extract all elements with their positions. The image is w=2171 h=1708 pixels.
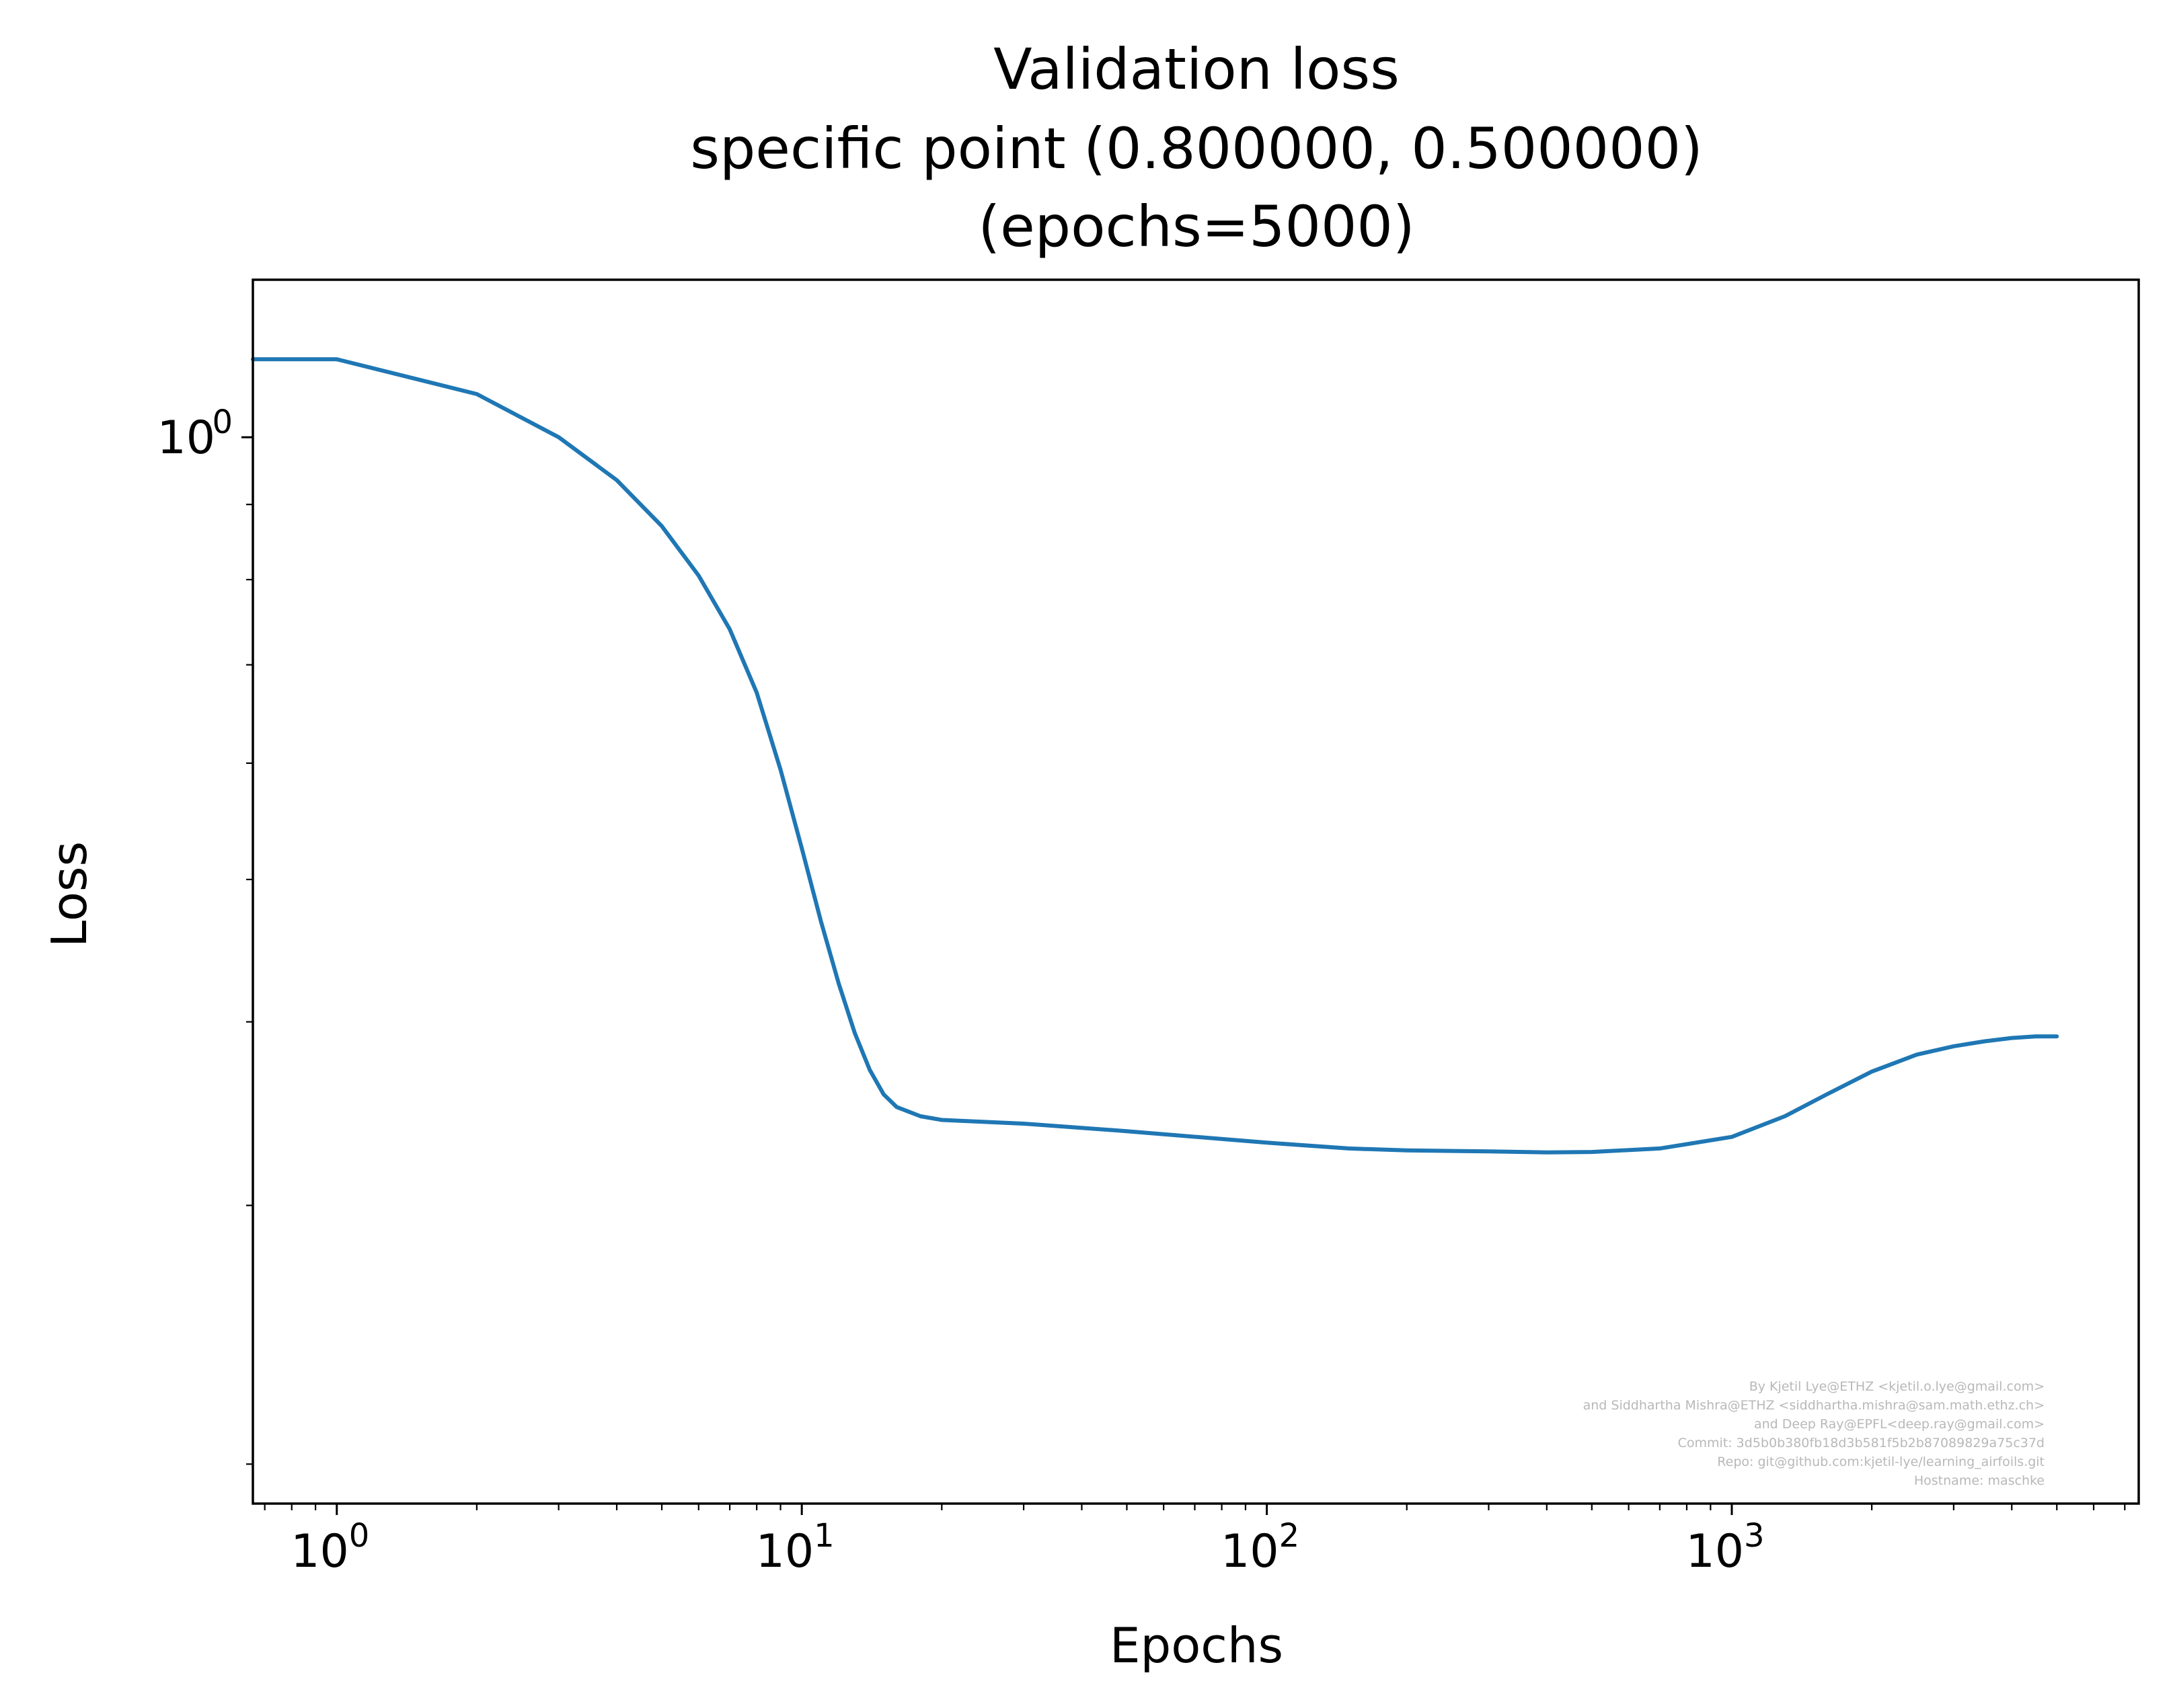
title-line-2: specific point (0.800000, 0.500000) — [690, 116, 1703, 182]
x-axis-label: Epochs — [1110, 1617, 1283, 1674]
watermark-line-2: and Siddhartha Mishra@ETHZ <siddhartha.m… — [1583, 1398, 2045, 1413]
x-tick-label: 103 — [1685, 1517, 1764, 1578]
watermark-line-4: Commit: 3d5b0b380fb18d3b581f5b2b87089829… — [1678, 1436, 2045, 1450]
x-tick-label: 100 — [291, 1517, 369, 1578]
y-tick-label: 10 — [157, 412, 215, 465]
title-line-3: (epochs=5000) — [978, 194, 1414, 260]
y-axis-label: Loss — [41, 841, 98, 947]
watermark-line-1: By Kjetil Lye@ETHZ <kjetil.o.lye@gmail.c… — [1749, 1379, 2045, 1394]
title-line-1: Validation loss — [993, 36, 1400, 102]
series-line-0 — [251, 357, 2059, 1155]
plot-area: 100 101 102 103 100 — [157, 278, 2140, 1578]
y-tick-exponent: 0 — [212, 403, 233, 441]
watermark-line-3: and Deep Ray@EPFL<deep.ray@gmail.com> — [1754, 1417, 2045, 1432]
watermark-line-5: Repo: git@github.com:kjetil-lye/learning… — [1717, 1454, 2045, 1469]
watermark: By Kjetil Lye@ETHZ <kjetil.o.lye@gmail.c… — [1583, 1379, 2045, 1488]
watermark-line-6: Hostname: maschke — [1914, 1473, 2045, 1488]
plot-frame — [252, 278, 2140, 1505]
x-tick-label: 101 — [756, 1517, 835, 1578]
x-tick-label: 102 — [1221, 1517, 1299, 1578]
chart-title: Validation loss specific point (0.800000… — [690, 36, 1703, 260]
